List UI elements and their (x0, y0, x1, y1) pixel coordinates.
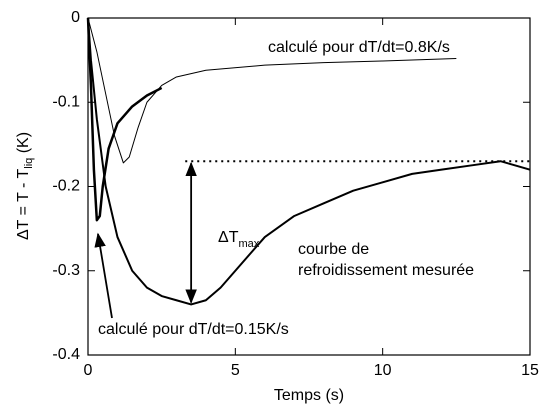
y-tick-label: -0.3 (52, 262, 80, 279)
plot-frame (87, 17, 531, 356)
annotation-arrow (94, 232, 113, 319)
data-line (87, 17, 531, 306)
annotation-fast: calculé pour dT/dt=0.8K/s (268, 39, 450, 56)
data-line (87, 17, 457, 164)
annotation-measured: refroidissement mesurée (298, 262, 474, 279)
annotation-dtmax: ΔTmax (218, 229, 260, 250)
x-tick-label: 15 (521, 362, 539, 379)
x-tick-label: 5 (231, 362, 240, 379)
y-tick-label: -0.2 (52, 178, 80, 195)
data-line (86, 17, 163, 222)
annotation-measured: courbe de (298, 241, 369, 258)
y-axis-label: ΔT = T - Tliq (K) (15, 132, 35, 240)
annotation-slow: calculé pour dT/dt=0.15K/s (98, 321, 289, 338)
x-tick-label: 10 (374, 362, 392, 379)
x-tick-label: 0 (84, 362, 93, 379)
y-tick-label: -0.4 (52, 346, 80, 363)
y-tick-label: -0.1 (52, 93, 80, 110)
x-axis-label: Temps (s) (274, 387, 344, 404)
y-tick-label: 0 (71, 9, 80, 26)
